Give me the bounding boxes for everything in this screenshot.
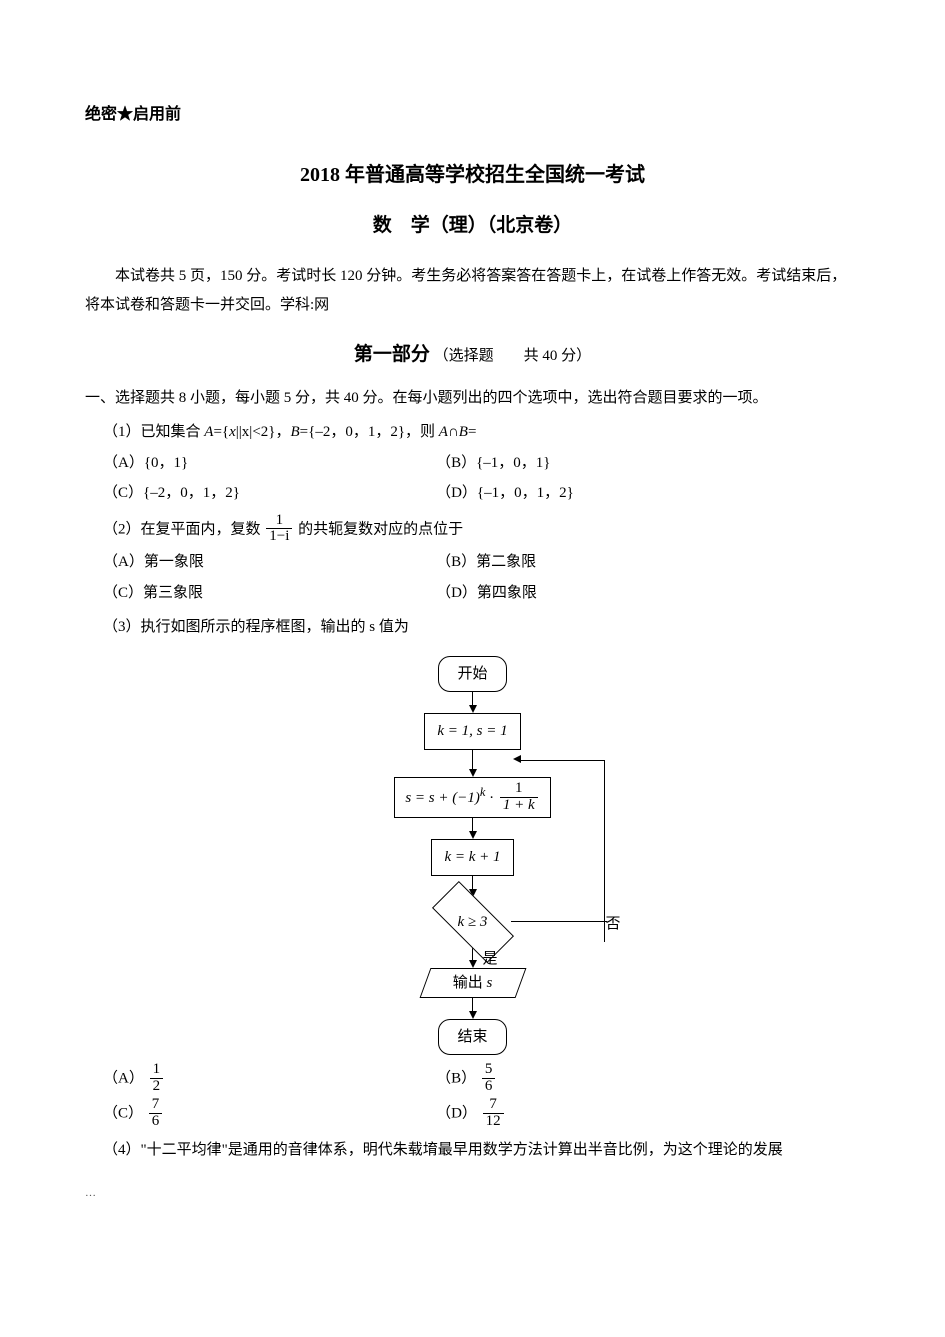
q2-text: （2）在复平面内，复数 1 1−i 的共轭复数对应的点位于 <box>85 514 860 547</box>
question-1: （1）已知集合 A={x||x|<2}，B={–2，0，1，2}，则 A∩B= … <box>85 418 860 508</box>
part-header-bold: 第一部分 <box>354 344 430 365</box>
section-title: 一、选择题共 8 小题，每小题 5 分，共 40 分。在每小题列出的四个选项中，… <box>85 384 860 413</box>
flow-no-label: 否 <box>605 910 620 939</box>
q2-fraction: 1 1−i <box>264 513 294 546</box>
q1-B2: B <box>459 424 468 440</box>
q1-lt2: <2}， <box>252 424 290 440</box>
q3-stem: （3）执行如图所示的程序框图，输出的 s 值为 <box>103 619 409 635</box>
flow-step-pre: s = s + (−1) <box>405 790 480 806</box>
flow-output: 输出 s <box>425 968 521 998</box>
exam-title: 2018 年普通高等学校招生全国统一考试 <box>85 156 860 194</box>
q3-optB-num: 5 <box>482 1062 496 1079</box>
q2-pre: （2）在复平面内，复数 <box>103 521 264 537</box>
footer-dots: … <box>85 1183 860 1204</box>
q3-option-d: （D） 712 <box>436 1098 769 1131</box>
q1-option-a: （A）{0，1} <box>103 449 436 478</box>
instructions: 本试卷共 5 页，150 分。考试时长 120 分钟。考生务必将答案答在答题卡上… <box>85 262 860 319</box>
q2-option-c: （C）第三象限 <box>103 579 436 608</box>
q3-optB-den: 6 <box>482 1079 496 1095</box>
flow-output-label: 输出 s <box>453 969 493 998</box>
flow-out-pre: 输出 <box>453 975 487 991</box>
secrecy-label: 绝密★启用前 <box>85 100 860 130</box>
q1-pre: （1）已知集合 <box>103 424 204 440</box>
exam-subtitle: 数 学（理）（北京卷） <box>85 208 860 244</box>
q2-option-d: （D）第四象限 <box>436 579 769 608</box>
flow-step-mid: · <box>485 790 498 806</box>
question-2: （2）在复平面内，复数 1 1−i 的共轭复数对应的点位于 （A）第一象限 （B… <box>85 514 860 608</box>
q3-optD-den: 12 <box>483 1114 504 1130</box>
q1-cap: ∩ <box>448 424 459 440</box>
q3-optA-num: 1 <box>150 1062 164 1079</box>
q3-optA-den: 2 <box>150 1079 164 1095</box>
flow-step-den: 1 + k <box>500 798 538 814</box>
q3-text: （3）执行如图所示的程序框图，输出的 s 值为 <box>85 613 860 642</box>
flowchart: 开始 k = 1, s = 1 否 s = s + (−1)k · 11 + k <box>85 656 860 1056</box>
q3-optB-label: （B） <box>436 1071 476 1087</box>
q1-eqA: ={ <box>213 424 229 440</box>
q3-option-c: （C） 76 <box>103 1098 436 1131</box>
q1-setB: B <box>290 424 299 440</box>
flow-init: k = 1, s = 1 <box>424 713 520 750</box>
part-header-note: （选择题 共 40 分） <box>434 348 592 364</box>
q2-option-a: （A）第一象限 <box>103 548 436 577</box>
arrow-icon <box>469 760 477 777</box>
q1-text: （1）已知集合 A={x||x|<2}，B={–2，0，1，2}，则 A∩B= <box>85 418 860 447</box>
arrow-icon <box>469 818 477 839</box>
q1-x: x <box>229 424 236 440</box>
arrow-icon <box>513 755 521 763</box>
question-3: （3）执行如图所示的程序框图，输出的 s 值为 开始 k = 1, s = 1 … <box>85 613 860 1130</box>
q1-option-d: （D）{–1，0，1，2} <box>436 479 769 508</box>
flow-step-num: 1 <box>500 781 538 798</box>
q3-optC-label: （C） <box>103 1106 143 1122</box>
q1-A2: A <box>439 424 448 440</box>
flow-step: s = s + (−1)k · 11 + k <box>394 777 550 819</box>
q3-optA-label: （A） <box>103 1071 144 1087</box>
q1-option-c: （C）{–2，0，1，2} <box>103 479 436 508</box>
q1-eq: = <box>468 424 476 440</box>
q4-text: （4）"十二平均律"是通用的音律体系，明代朱载堉最早用数学方法计算出半音比例，为… <box>85 1136 860 1165</box>
arrow-icon <box>472 750 473 760</box>
flow-cond: k ≥ 3 <box>458 908 488 937</box>
q3-optC-den: 6 <box>149 1114 163 1130</box>
flow-start: 开始 <box>438 656 506 693</box>
q2-post: 的共轭复数对应的点位于 <box>298 521 463 537</box>
question-4: （4）"十二平均律"是通用的音律体系，明代朱载堉最早用数学方法计算出半音比例，为… <box>85 1136 860 1165</box>
q1-absx: |x| <box>239 424 253 440</box>
flow-out-var: s <box>486 975 492 991</box>
q1-eqB: ={–2，0，1，2}，则 <box>300 424 439 440</box>
arrow-icon <box>469 692 477 713</box>
flow-step-frac: 11 + k <box>498 781 540 814</box>
q3-optC-num: 7 <box>149 1097 163 1114</box>
part-header: 第一部分 （选择题 共 40 分） <box>85 337 860 373</box>
q2-option-b: （B）第二象限 <box>436 548 769 577</box>
flow-inc: k = k + 1 <box>431 839 513 876</box>
q3-option-b: （B） 56 <box>436 1063 769 1096</box>
flow-end: 结束 <box>438 1019 506 1056</box>
arrow-icon <box>469 998 477 1019</box>
q2-frac-num: 1 <box>266 513 292 530</box>
loop-connector <box>511 921 607 922</box>
flow-decision: k ≥ 3 <box>417 897 529 947</box>
q1-option-b: （B）{–1，0，1} <box>436 449 769 478</box>
q3-optD-num: 7 <box>483 1097 504 1114</box>
q3-option-a: （A） 12 <box>103 1063 436 1096</box>
q2-frac-den: 1−i <box>266 529 292 545</box>
q3-optD-label: （D） <box>436 1106 477 1122</box>
